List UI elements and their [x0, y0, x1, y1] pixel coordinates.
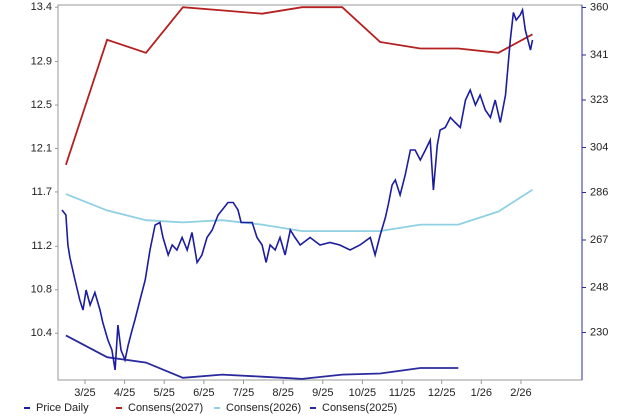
series-line: [65, 334, 459, 380]
y2-tick-label: 304: [590, 141, 608, 153]
y2-tick-label: 230: [590, 326, 608, 338]
y-tick-label: 11.2: [31, 240, 52, 252]
series-line: [61, 7, 534, 371]
x-tick-label: 9/25: [312, 387, 333, 399]
x-tick-label: 3/25: [74, 387, 95, 399]
y-tick-label: 12.1: [31, 142, 52, 154]
y-tick-label: 11.7: [31, 186, 52, 198]
x-tick-label: 1/26: [471, 387, 492, 399]
y2-tick-label: 360: [590, 1, 608, 13]
y2-tick-label: 286: [590, 186, 608, 198]
x-tick-label: 6/25: [193, 387, 214, 399]
y-tick-label: 12.5: [31, 99, 52, 111]
x-tick-label: 4/25: [114, 387, 135, 399]
y-tick-label: 10.4: [31, 327, 52, 339]
y2-tick-label: 341: [590, 49, 608, 61]
x-tick-label: 5/25: [154, 387, 175, 399]
plot-frame: [57, 4, 583, 381]
series-line: [65, 6, 533, 166]
legend-label: Price Daily: [36, 402, 89, 414]
y-tick-label: 12.9: [31, 55, 52, 67]
x-tick-label: 7/25: [233, 387, 254, 399]
y-tick-label: 10.8: [31, 284, 52, 296]
y-tick-label: 13.4: [31, 1, 52, 13]
x-tick-label: 2/26: [510, 387, 531, 399]
x-tick-label: 8/25: [272, 387, 293, 399]
y2-tick-label: 248: [590, 281, 608, 293]
x-tick-label: 10/25: [349, 387, 377, 399]
x-tick-label: 12/25: [428, 387, 456, 399]
y2-tick-label: 323: [590, 94, 608, 106]
legend-label: Consens(2027): [128, 402, 203, 414]
y2-tick-label: 267: [590, 234, 608, 246]
x-tick-label: 11/25: [389, 387, 416, 399]
series-line: [65, 189, 533, 232]
legend-label: Consens(2025): [322, 402, 397, 414]
legend-label: Consens(2026): [226, 402, 301, 414]
